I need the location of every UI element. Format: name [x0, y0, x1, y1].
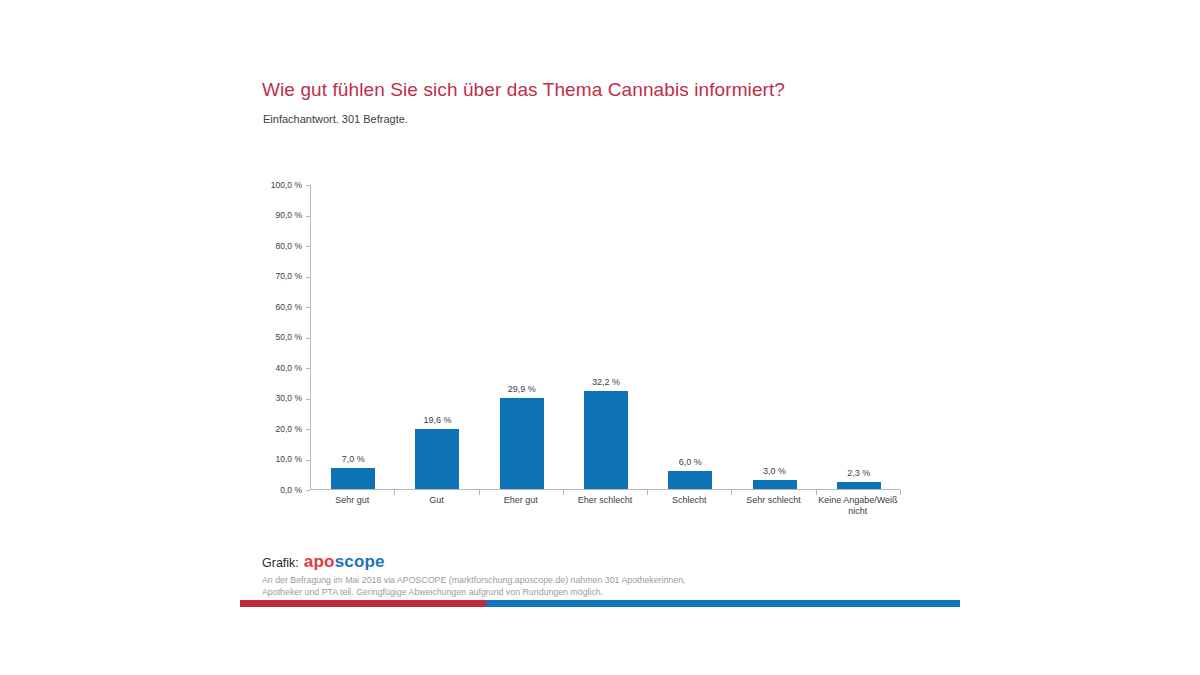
y-axis-tick-label: 40,0 % — [242, 363, 302, 373]
chart-title: Wie gut fühlen Sie sich über das Thema C… — [262, 79, 785, 101]
bar-column: 6,0 % — [648, 184, 732, 489]
bar — [753, 480, 797, 489]
y-axis-tick-mark — [306, 216, 310, 217]
y-axis-tick-mark — [306, 185, 310, 186]
plot-area: 7,0 % 19,6 % 29,9 % 32,2 % 6,0 % 3,0 % 2,3 % 1… — [310, 185, 900, 490]
bar-value-label: 32,2 % — [592, 377, 620, 387]
footer-note-line2: Apotheker und PTA teil. Geringfügige Abw… — [262, 587, 685, 599]
bars-container: 7,0 % 19,6 % 29,9 % 32,2 % 6,0 % 3,0 % 2,3 % — [311, 184, 901, 489]
bottom-bar-blue-segment — [486, 600, 960, 607]
x-axis-category-label: Keine Angabe/Weiß nicht — [816, 495, 900, 518]
bar-value-label: 2,3 % — [847, 468, 870, 478]
y-axis-tick-label: 10,0 % — [242, 454, 302, 464]
x-axis-category-label: Sehr schlecht — [731, 495, 815, 518]
bar — [415, 429, 459, 489]
bottom-bar-red-segment — [240, 600, 486, 607]
x-axis-category-label: Schlecht — [647, 495, 731, 518]
chart-subtitle: Einfachantwort. 301 Befragte. — [263, 113, 408, 125]
bar — [668, 471, 712, 489]
bar-column: 3,0 % — [732, 184, 816, 489]
y-axis-tick-label: 30,0 % — [242, 393, 302, 403]
footer-note-line1: An der Befragung im Mai 2018 via APOSCOP… — [262, 575, 685, 587]
y-axis-tick-label: 80,0 % — [242, 241, 302, 251]
bar-value-label: 6,0 % — [679, 457, 702, 467]
bar-column: 19,6 % — [395, 184, 479, 489]
y-axis-tick-mark — [306, 460, 310, 461]
y-axis-tick-label: 100,0 % — [242, 180, 302, 190]
bar — [331, 468, 375, 489]
y-axis-tick-mark — [306, 368, 310, 369]
bar-value-label: 7,0 % — [342, 454, 365, 464]
bar-value-label: 19,6 % — [423, 415, 451, 425]
y-axis-tick-mark — [306, 307, 310, 308]
y-axis-tick-mark — [306, 338, 310, 339]
x-axis-category-label: Sehr gut — [310, 495, 394, 518]
bar-column: 2,3 % — [817, 184, 901, 489]
bar — [500, 398, 544, 489]
x-axis-tick-mark — [900, 490, 901, 495]
y-axis-tick-mark — [306, 490, 310, 491]
bar-value-label: 3,0 % — [763, 466, 786, 476]
bar — [837, 482, 881, 489]
y-axis-tick-label: 70,0 % — [242, 271, 302, 281]
y-axis-tick-label: 50,0 % — [242, 332, 302, 342]
y-axis-tick-mark — [306, 399, 310, 400]
y-axis-tick-mark — [306, 277, 310, 278]
y-axis-tick-label: 20,0 % — [242, 424, 302, 434]
x-axis-category-label: Eher gut — [479, 495, 563, 518]
x-axis-labels: Sehr gutGutEher gutEher schlechtSchlecht… — [310, 495, 900, 518]
bottom-accent-bar — [240, 600, 960, 607]
chart-canvas: Wie gut fühlen Sie sich über das Thema C… — [0, 0, 1200, 675]
y-axis-tick-label: 90,0 % — [242, 210, 302, 220]
y-axis-tick-mark — [306, 246, 310, 247]
footer-credit: Grafik: aposcope — [262, 552, 385, 572]
bar-column: 29,9 % — [480, 184, 564, 489]
bar-column: 32,2 % — [564, 184, 648, 489]
bar — [584, 391, 628, 489]
y-axis-tick-label: 0,0 % — [242, 485, 302, 495]
y-axis-tick-label: 60,0 % — [242, 302, 302, 312]
logo-part-apo: apo — [304, 552, 335, 571]
x-axis-category-label: Eher schlecht — [563, 495, 647, 518]
grafik-label: Grafik: — [262, 556, 299, 570]
aposcope-logo: aposcope — [304, 552, 385, 572]
x-axis-category-label: Gut — [394, 495, 478, 518]
y-axis-tick-mark — [306, 429, 310, 430]
logo-part-scope: scope — [335, 552, 385, 571]
bar-value-label: 29,9 % — [508, 384, 536, 394]
bar-column: 7,0 % — [311, 184, 395, 489]
footer-note: An der Befragung im Mai 2018 via APOSCOP… — [262, 575, 685, 599]
